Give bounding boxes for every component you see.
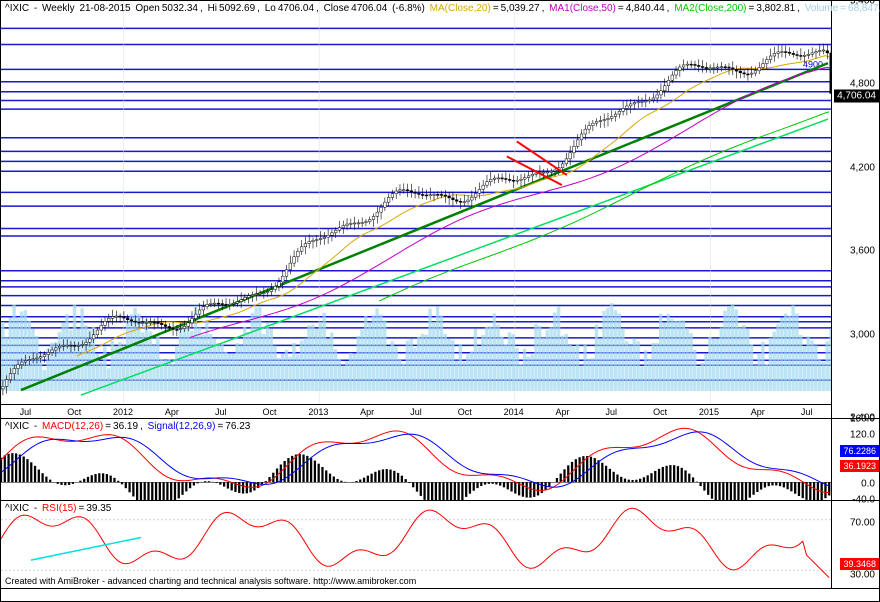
- price-chart-area[interactable]: 4900: [1, 1, 831, 418]
- rsi-chart-area[interactable]: [1, 501, 831, 588]
- price-panel: ^IXIC - Weekly 21-08-2015 Open5032.34, H…: [1, 1, 879, 419]
- price-header: ^IXIC - Weekly 21-08-2015 Open5032.34, H…: [5, 3, 880, 14]
- macd-header: ^IXIC - MACD(12,26)=36.19, Signal(12,26,…: [5, 421, 252, 432]
- x-axis: JulOct2012AprJulOct2013AprJulOct2014AprJ…: [1, 404, 831, 418]
- footer-text: Created with AmiBroker - advanced charti…: [5, 576, 416, 586]
- rsi-value-tag: 39.3468: [840, 558, 879, 570]
- date: 21-08-2015: [79, 3, 130, 14]
- rsi-header: ^IXIC - RSI(15)=39.35: [5, 503, 113, 514]
- last-price-label: 4,706.04: [834, 90, 879, 103]
- macd-panel: ^IXIC - MACD(12,26)=36.19, Signal(12,26,…: [1, 419, 879, 501]
- price-y-axis: 4,706.04 5,4004,8004,2003,6003,0002,400: [831, 1, 879, 418]
- macd-signal-tag: 76.2286: [840, 445, 879, 457]
- rsi-y-axis: 39.3468 70.0030.00: [831, 501, 879, 588]
- macd-value-tag: 36.1923: [840, 460, 879, 472]
- price-chart: 4900: [1, 1, 831, 405]
- rsi-chart: [1, 501, 831, 588]
- ticker: ^IXIC: [5, 3, 29, 14]
- rsi-panel: ^IXIC - RSI(15)=39.35 39.3468 70.0030.00…: [1, 501, 879, 589]
- interval: Weekly: [42, 3, 75, 14]
- macd-y-axis: 76.2286 36.1923 160.0120.00.0-40.0: [831, 419, 879, 500]
